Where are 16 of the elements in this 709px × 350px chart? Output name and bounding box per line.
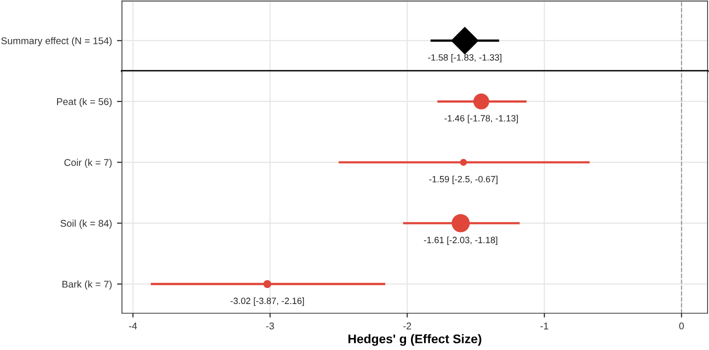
y-tick-label: Summary effect (N = 154) [1, 37, 112, 46]
data-label: -1.61 [-2.03, -1.18] [424, 236, 498, 245]
x-tick-label: -4 [129, 322, 137, 330]
data-label: -1.59 [-2.5, -0.67] [429, 176, 498, 184]
data-label: -1.46 [-1.78, -1.13] [444, 114, 518, 124]
y-tick-label: Soil (k = 84) [60, 220, 112, 229]
x-tick-label: -3 [266, 322, 274, 330]
x-tick-label: 0 [679, 322, 684, 330]
x-tick-label: -1 [540, 322, 548, 330]
x-axis-title: Hedges' g (Effect Size) [348, 334, 482, 346]
data-label: -3.02 [-3.87, -2.16] [230, 297, 304, 306]
data-label: -1.58 [-1.83, -1.33] [428, 54, 502, 62]
y-tick-label: Bark (k = 7) [62, 280, 112, 290]
y-tick-label: Coir (k = 7) [64, 158, 112, 168]
x-tick-label: -2 [403, 322, 412, 330]
y-tick-label: Peat (k = 56) [57, 98, 112, 107]
